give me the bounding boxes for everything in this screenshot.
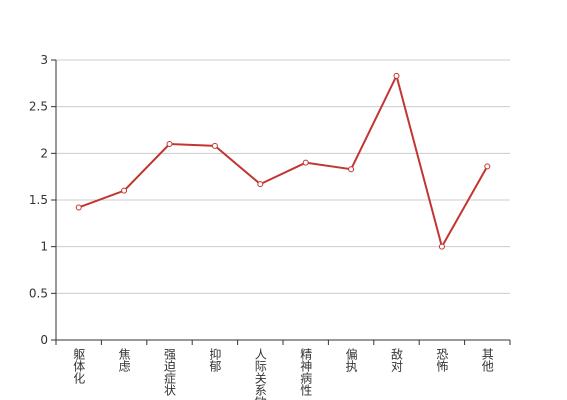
y-tick-label: 3 <box>40 53 48 67</box>
point <box>393 72 400 79</box>
x-tick-label: 抑郁 <box>208 347 222 373</box>
x-tick-label: 其他 <box>480 348 494 372</box>
point <box>121 187 128 194</box>
point <box>438 243 445 250</box>
y-tick-label: 2.5 <box>29 100 48 114</box>
y-tick-label: 1 <box>40 240 48 254</box>
x-tick-label: 焦虑 <box>117 348 131 372</box>
x-tick-label: 敌对 <box>390 347 404 372</box>
point <box>484 163 491 170</box>
point <box>302 159 309 166</box>
point <box>166 141 173 147</box>
y-tick-label: 2 <box>40 146 48 160</box>
y-tick-label: 1.5 <box>29 193 48 207</box>
line <box>78 73 489 250</box>
x-tick-label: 偏执 <box>344 347 358 373</box>
y-tick-label: 0.5 <box>29 286 48 300</box>
x-tick-label: 人际关系敏感 <box>253 348 267 400</box>
x-tick-label: 恐怖 <box>435 348 449 372</box>
point <box>211 142 218 149</box>
point <box>257 181 264 188</box>
point <box>348 166 355 173</box>
x-tick-label: 精神病性 <box>299 348 313 397</box>
y-tick-label: 0 <box>40 333 48 347</box>
x-tick-label: 躯体化 <box>72 347 86 385</box>
point <box>75 204 82 211</box>
x-tick-label: 强迫症状 <box>163 348 177 396</box>
